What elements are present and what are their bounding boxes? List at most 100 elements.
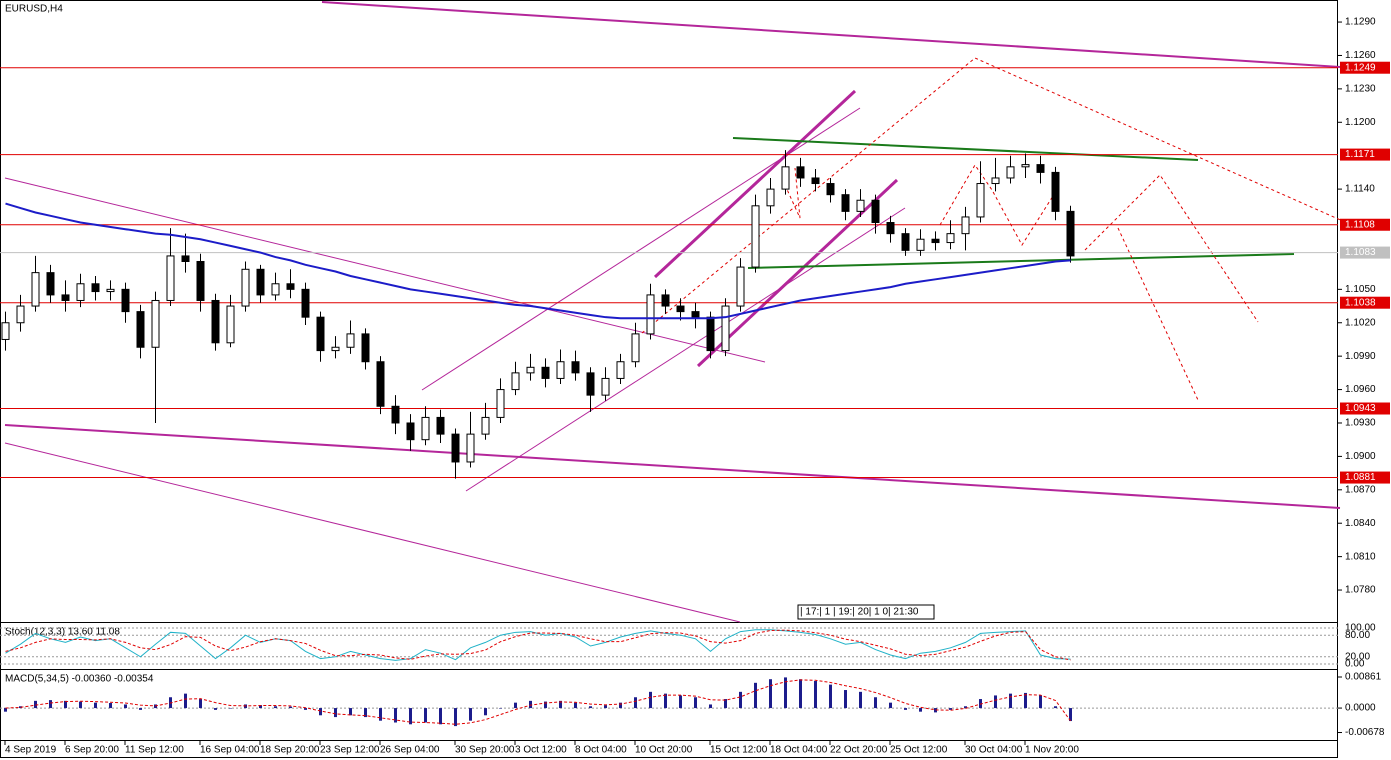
y-tick-label: 1.0960	[1345, 384, 1376, 395]
macd-bar	[934, 708, 937, 713]
candle-body	[961, 216, 970, 235]
macd-bar	[49, 700, 52, 709]
x-tick-label: 30 Oct 04:00	[965, 745, 1023, 756]
macd-bar	[109, 703, 112, 709]
y-tick-label: 1.1140	[1345, 184, 1375, 195]
candle-body	[301, 288, 310, 318]
trend-line	[732, 137, 1199, 161]
level-label-box	[1340, 218, 1390, 231]
macd-bar	[694, 697, 697, 709]
candle-body	[631, 333, 640, 363]
candle-body	[226, 305, 235, 344]
candle-body	[271, 283, 280, 296]
projection-line	[784, 167, 801, 219]
level-label: 1.0943	[1345, 403, 1376, 414]
y-tick-label: 1.0780	[1345, 585, 1376, 596]
candle-body	[406, 422, 415, 441]
candle-body	[796, 166, 805, 179]
x-tick-label: 22 Oct 20:00	[830, 745, 888, 756]
projection-line	[641, 57, 1346, 334]
x-tick-label: 8 Oct 04:00	[575, 745, 627, 756]
macd-bar	[724, 699, 727, 709]
y-tick-label: 1.1050	[1345, 284, 1376, 295]
candle-body	[16, 305, 25, 324]
candle-body	[706, 316, 715, 352]
macd-bar	[994, 695, 997, 709]
drawings	[4, 1, 1346, 623]
y-tick-label: 1.0840	[1345, 518, 1376, 529]
candle-body	[121, 288, 130, 313]
y-tick-label: 1.0870	[1345, 484, 1376, 495]
macd-bar	[859, 691, 862, 709]
candle-body	[256, 268, 265, 296]
macd-bar	[814, 681, 817, 709]
macd-bar	[799, 679, 802, 709]
stoch-tick-label: 20.00	[1345, 651, 1370, 662]
x-tick-label: 15 Oct 12:00	[710, 745, 768, 756]
macd-bar	[679, 695, 682, 709]
macd-bar	[709, 704, 712, 709]
candle-body	[1036, 164, 1045, 173]
candle-body	[541, 366, 550, 379]
macd-bar	[559, 700, 562, 709]
level-label: 1.1038	[1345, 297, 1376, 308]
x-tick-label: 4 Sep 2019	[5, 745, 57, 756]
level-label-box	[1340, 61, 1390, 74]
macd-bar	[454, 708, 457, 727]
macd-bar	[94, 702, 97, 709]
macd-bar	[964, 706, 967, 709]
candle-body	[691, 311, 700, 318]
candle-body	[826, 183, 835, 196]
macd-bar	[979, 699, 982, 709]
level-label-box	[1340, 402, 1390, 415]
macd-tick-label: -0.00678	[1345, 727, 1385, 738]
candle-body	[766, 188, 775, 207]
y-tick-label: 1.1020	[1345, 317, 1376, 328]
candle-body	[676, 305, 685, 313]
macd-bar	[634, 697, 637, 709]
candle-body	[991, 177, 1000, 185]
candle-body	[976, 183, 985, 218]
candle-body	[151, 299, 160, 348]
candle-body	[421, 416, 430, 441]
macd-bar	[739, 691, 742, 709]
candle-body	[886, 222, 895, 235]
macd-bar	[889, 702, 892, 709]
candle-body	[661, 294, 670, 307]
macd-bar	[64, 700, 67, 709]
y-tick-label: 1.0990	[1345, 351, 1376, 362]
macd-bar	[769, 679, 772, 709]
macd-bar	[199, 699, 202, 709]
stoch-main	[5, 629, 1071, 661]
macd-bar	[379, 708, 382, 721]
candle-body	[331, 346, 340, 352]
macd-bar	[4, 708, 7, 712]
candle-body	[616, 361, 625, 379]
y-tick-label: 1.1290	[1345, 17, 1376, 28]
candle-body	[736, 266, 745, 307]
candle-body	[931, 238, 940, 244]
current-price-label: 1.1083	[1345, 247, 1376, 258]
current-price-box	[1340, 246, 1390, 259]
candle-body	[376, 361, 385, 407]
candle-body	[811, 177, 820, 185]
candle-body	[61, 294, 70, 301]
stoch-tick-label: 100.00	[1345, 623, 1376, 634]
macd-bar	[589, 706, 592, 709]
candle-body	[1006, 166, 1015, 179]
trend-line	[321, 1, 1341, 68]
candle-body	[601, 377, 610, 396]
projection-line	[1117, 227, 1199, 401]
candle-body	[856, 199, 865, 212]
chart-title: EURUSD,H4	[5, 4, 63, 15]
macd-bar	[754, 682, 757, 709]
level-label: 1.0881	[1345, 472, 1376, 483]
candle-body	[1066, 210, 1075, 257]
x-tick-label: 23 Sep 12:00	[320, 745, 380, 756]
trend-line	[4, 177, 766, 363]
macd-bar	[319, 708, 322, 716]
x-tick-label: 6 Sep 20:00	[65, 745, 119, 756]
macd-bar	[844, 690, 847, 709]
candle-body	[241, 268, 250, 307]
